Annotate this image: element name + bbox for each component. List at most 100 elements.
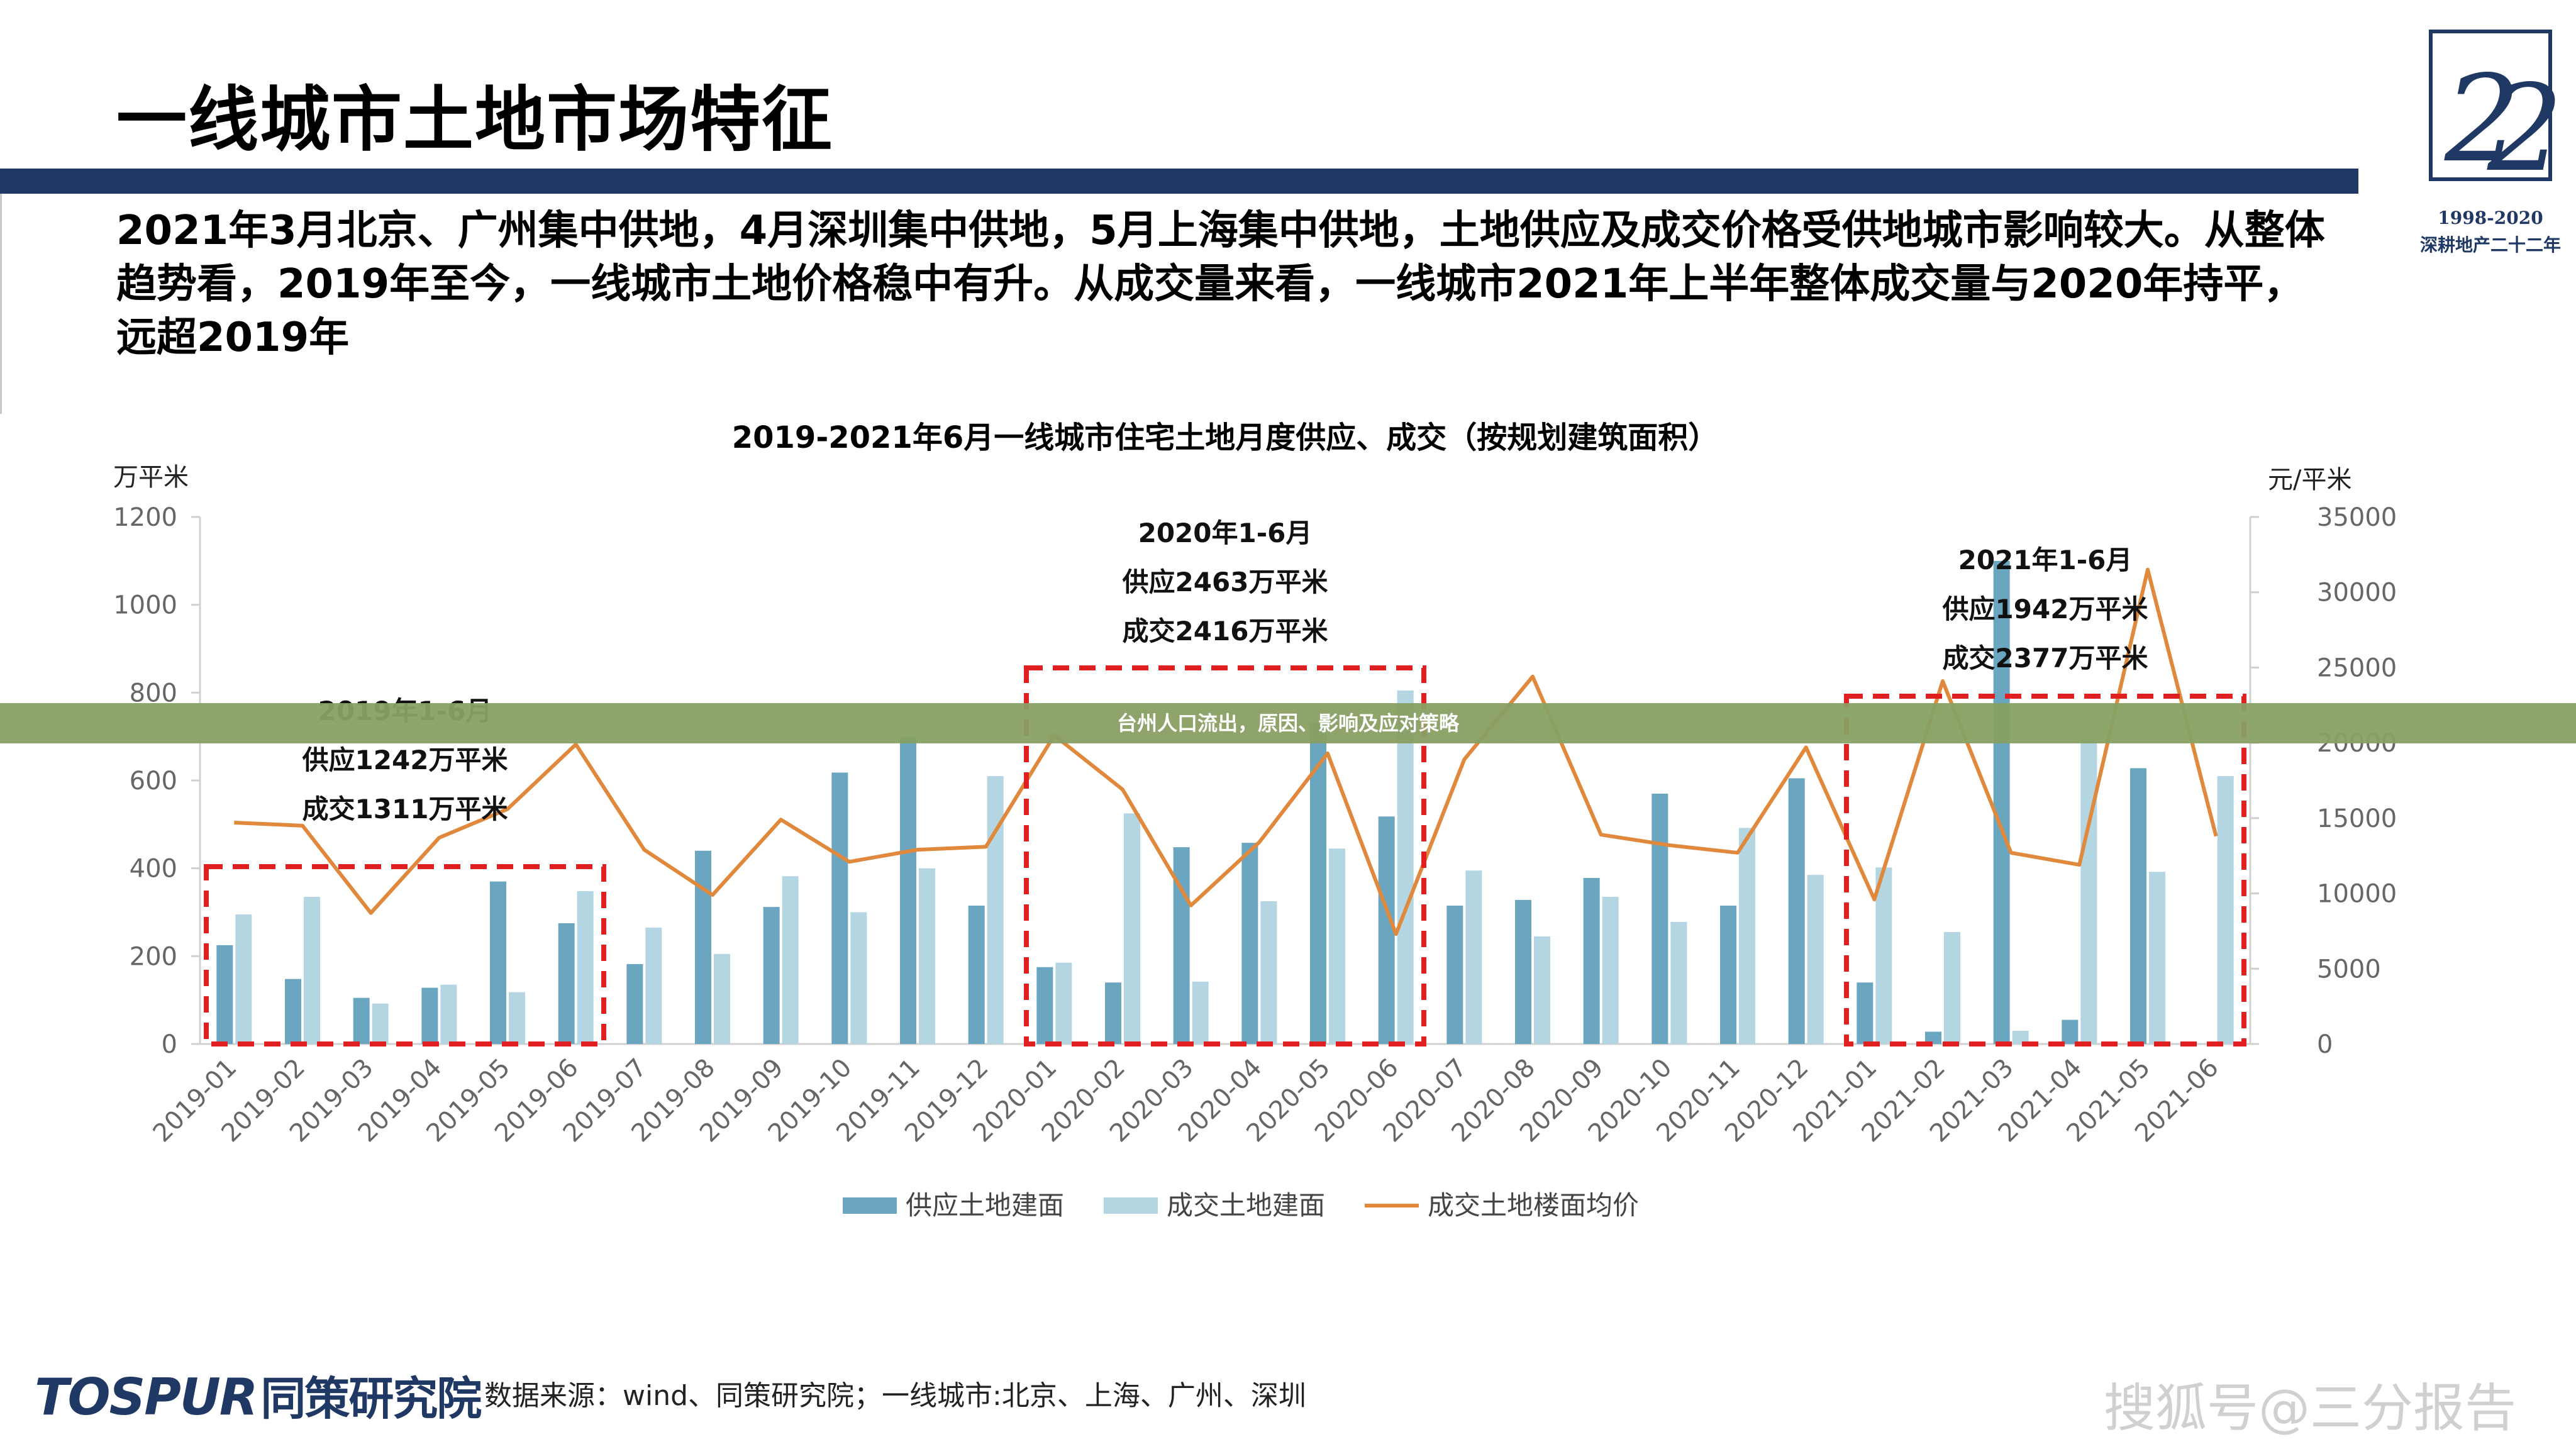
deal-bar: [2149, 872, 2165, 1044]
tospur-logo: TOSPUR同策研究院: [35, 1362, 482, 1428]
deal-bar: [2080, 738, 2097, 1044]
legend-label: 成交土地楼面均价: [1428, 1190, 1639, 1221]
title-divider: [0, 169, 2358, 194]
supply-bar: [1583, 878, 1600, 1044]
deal-bar: [1465, 870, 1482, 1044]
supply-bar: [1857, 982, 1874, 1044]
anniversary-logo: 2 2: [2429, 30, 2560, 198]
chart-title: 2019-2021年6月一线城市住宅土地月度供应、成交（按规划建筑面积）: [732, 420, 1719, 455]
legend-label: 供应土地建面: [906, 1190, 1064, 1221]
deal-bar: [919, 868, 935, 1044]
supply-bar: [1993, 560, 2010, 1044]
deal-bar: [1534, 936, 1550, 1044]
legend-swatch: [843, 1197, 897, 1214]
deal-bar: [1739, 828, 1755, 1044]
data-source: 数据来源：wind、同策研究院；一线城市:北京、上海、广州、深圳: [484, 1380, 1306, 1412]
supply-bar: [1036, 967, 1053, 1044]
deal-bar: [850, 912, 867, 1044]
deal-bar: [1397, 690, 1414, 1044]
deal-bar: [372, 1003, 389, 1044]
left-tick-label: 800: [130, 679, 177, 708]
annotation-box: [1024, 665, 1426, 1046]
deal-bar: [714, 953, 730, 1044]
supply-bar: [2062, 1019, 2079, 1044]
annotation-label: 成交2416万平米: [1123, 616, 1328, 647]
supply-bar: [558, 923, 575, 1044]
left-tick-label: 400: [130, 855, 177, 884]
deal-bar: [304, 897, 320, 1044]
supply-bar: [1378, 816, 1395, 1044]
left-axis-unit: 万平米: [113, 463, 189, 492]
deal-bar: [440, 984, 457, 1044]
supply-bar: [216, 945, 233, 1044]
supply-bar: [1925, 1031, 1941, 1044]
logo-years: 1998-2020: [2438, 208, 2543, 228]
annotation-box: [204, 864, 606, 1046]
deal-bar: [1329, 848, 1345, 1044]
svg-text:2: 2: [2487, 59, 2560, 198]
right-tick-label: 5000: [2317, 955, 2381, 984]
deal-bar: [1192, 981, 1209, 1044]
deal-bar: [2217, 776, 2234, 1044]
supply-bar: [285, 979, 301, 1044]
tospur-logo-en: TOSPUR: [35, 1368, 258, 1426]
supply-bar: [1720, 906, 1736, 1044]
right-tick-label: 25000: [2317, 653, 2397, 682]
right-tick-label: 30000: [2317, 579, 2397, 608]
deal-bar: [2012, 1031, 2029, 1044]
right-axis-unit: 元/平米: [2268, 465, 2351, 494]
annotation-label: 供应1942万平米: [1943, 594, 2148, 625]
deal-bar: [577, 891, 594, 1044]
supply-bar: [1241, 843, 1258, 1044]
supply-bar: [1310, 723, 1326, 1044]
deal-bar: [509, 992, 525, 1044]
legend-label: 成交土地建面: [1167, 1190, 1325, 1221]
svg-text:2: 2: [2444, 50, 2521, 189]
supply-bar: [695, 850, 711, 1044]
supply-bar: [626, 963, 643, 1044]
annotation-label: 2021年1-6月: [1958, 545, 2133, 575]
watermark: 搜狐号@三分报告: [2104, 1379, 2517, 1438]
deal-bar: [1944, 931, 1960, 1044]
page-title: 一线城市土地市场特征: [116, 79, 833, 161]
annotation-box: [1844, 694, 2246, 1046]
supply-bar: [2130, 768, 2146, 1044]
supply-bar: [1105, 982, 1121, 1044]
annotation-label: 成交2377万平米: [1943, 643, 2148, 674]
price-line: [234, 567, 2218, 936]
left-tick-label: 1000: [113, 591, 177, 620]
annotation-label: 2020年1-6月: [1138, 518, 1313, 548]
supply-bar: [900, 736, 916, 1044]
deal-bar: [645, 927, 662, 1044]
supply-bar: [831, 772, 848, 1044]
supply-bar: [421, 987, 438, 1044]
annotation-label: 供应1242万平米: [303, 745, 508, 775]
deal-bar: [1055, 962, 1072, 1044]
deal-bar: [1670, 921, 1687, 1044]
right-tick-label: 15000: [2317, 804, 2397, 833]
left-tick-label: 1200: [113, 503, 177, 532]
supply-bar: [1515, 899, 1531, 1044]
supply-bar: [763, 907, 780, 1044]
right-tick-label: 10000: [2317, 880, 2397, 909]
tospur-logo-cn: 同策研究院: [260, 1372, 482, 1425]
supply-bar: [490, 881, 506, 1044]
deal-bar: [1260, 901, 1277, 1044]
supply-bar: [353, 997, 370, 1044]
right-tick-label: 35000: [2317, 503, 2397, 532]
left-tick-label: 600: [130, 767, 177, 796]
right-tick-label: 0: [2317, 1030, 2333, 1059]
supply-bar: [1652, 793, 1668, 1044]
chart: 2019-2021年6月一线城市住宅土地月度供应、成交（按规划建筑面积） 万平米 元…: [113, 420, 2397, 1221]
deal-bar: [987, 776, 1004, 1044]
deal-bar: [782, 876, 799, 1044]
legend-swatch: [1104, 1197, 1158, 1214]
logo-name: 深耕地产二十二年: [2419, 235, 2561, 255]
supply-bar: [1446, 906, 1463, 1044]
annotation-label: 成交1311万平米: [303, 794, 508, 824]
page-subtitle: 2021年3月北京、广州集中供地，4月深圳集中供地，5月上海集中供地，土地供应及…: [116, 208, 2325, 361]
overlay-banner[interactable]: 台州人口流出，原因、影响及应对策略: [0, 703, 2576, 743]
deal-bar: [1875, 867, 1892, 1044]
supply-bar: [968, 906, 985, 1044]
deal-bar: [1807, 875, 1824, 1044]
